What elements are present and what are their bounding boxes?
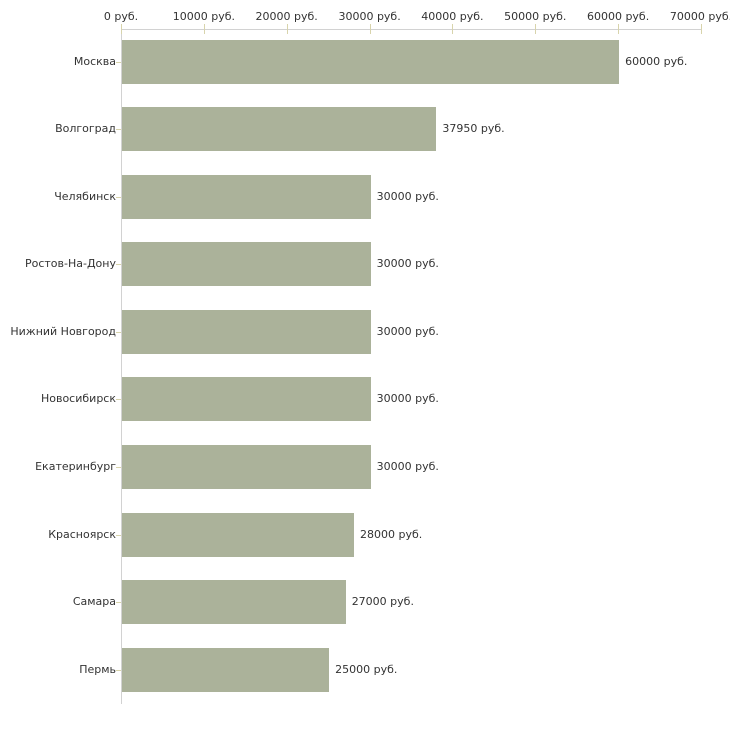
x-axis-tick-label: 40000 руб. [421,10,484,23]
value-label: 30000 руб. [376,459,439,473]
category-tick [116,196,121,198]
value-label: 27000 руб. [351,595,414,609]
category-tick [116,534,121,536]
bar [122,242,371,287]
value-label: 30000 руб. [376,324,439,338]
bar [122,309,371,354]
x-axis-tick [121,24,122,34]
category-label: Пермь [79,662,116,676]
category-tick [116,602,121,604]
value-label: 25000 руб. [335,662,398,676]
bar [122,107,437,152]
category-label: Самара [72,595,116,609]
x-axis-tick [286,24,288,34]
bar [122,647,330,692]
bar [122,512,354,557]
x-axis-tick-label: 10000 руб. [172,10,236,23]
x-axis-tick [452,24,454,34]
x-axis-tick [618,24,620,34]
x-axis-line [121,29,701,30]
value-label: 28000 руб. [360,527,423,541]
x-axis-tick [701,24,702,34]
bar [122,580,346,625]
x-axis-tick [369,24,371,34]
category-label: Москва [73,54,116,68]
category-tick [116,669,121,671]
x-axis-tick [203,24,205,34]
x-axis-tick-label: 0 руб. [103,10,139,23]
value-label: 30000 руб. [376,257,439,271]
bar [122,174,371,219]
value-label: 60000 руб. [625,54,688,68]
category-label: Новосибирск [40,392,116,406]
category-tick [116,331,121,333]
category-tick [116,399,121,401]
value-label: 37950 руб. [442,122,505,136]
value-label: 30000 руб. [376,189,439,203]
x-axis-tick-label: 50000 руб. [504,10,567,23]
bar [122,444,371,489]
category-label: Екатеринбург [35,459,116,473]
x-axis-tick-label: 60000 руб. [586,10,650,23]
bar [122,377,371,422]
x-axis-tick-label: 20000 руб. [255,10,318,23]
value-label: 30000 руб. [376,392,439,406]
category-label: Челябинск [54,189,116,203]
y-axis-line [121,29,122,704]
x-axis-tick-label: 70000 руб. [669,10,730,23]
bar [122,39,620,84]
category-tick [116,264,121,266]
category-label: Ростов-На-Дону [24,257,116,271]
category-label: Красноярск [48,527,116,541]
category-label: Нижний Новгород [10,324,116,338]
category-tick [116,466,121,468]
category-tick [116,129,121,131]
x-axis-tick [535,24,537,34]
category-label: Волгоград [55,122,116,136]
x-axis-tick-label: 30000 руб. [338,10,401,23]
category-tick [116,61,121,63]
